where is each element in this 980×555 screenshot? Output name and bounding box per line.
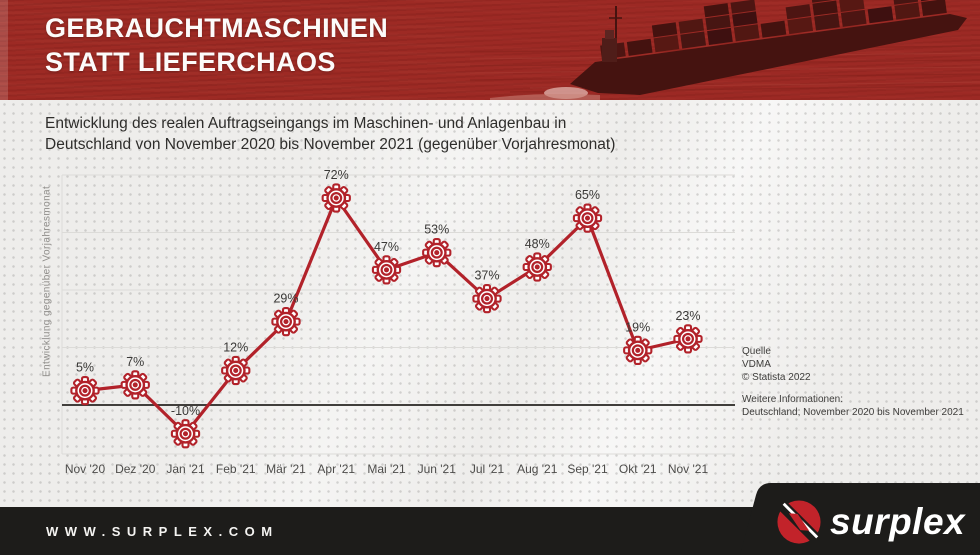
x-axis-label: Nov '20: [65, 462, 106, 476]
data-point-label: 29%: [273, 292, 298, 306]
data-point-label: 5%: [76, 361, 94, 375]
x-axis-label: Jul '21: [470, 462, 505, 476]
line-chart: 5% Nov '20 7% Dez '20 -10% Jan '21 12% Feb '21 2…: [61, 168, 735, 476]
container-ship-image: [470, 0, 980, 100]
source-name: VDMA: [742, 359, 771, 370]
gear-marker-icon: [321, 183, 351, 213]
data-point-label: 47%: [374, 240, 399, 254]
x-axis-label: Apr '21: [317, 462, 355, 476]
website-url: WWW.SURPLEX.COM: [46, 524, 279, 539]
chart-subtitle-line1: Entwicklung des realen Auftragseingangs …: [45, 115, 567, 132]
more-info-label: Weitere Informationen:: [742, 394, 843, 405]
page-title: GEBRAUCHTMASCHINEN STATT LIEFERCHAOS: [45, 11, 388, 79]
gear-marker-icon: [472, 283, 502, 314]
gear-marker-icon: [170, 419, 201, 449]
surplex-logo-icon: [777, 500, 821, 544]
header-banner: GEBRAUCHTMASCHINEN STATT LIEFERCHAOS: [0, 0, 980, 100]
page-title-line1: GEBRAUCHTMASCHINEN: [45, 13, 389, 43]
more-info-text: Deutschland; November 2020 bis November …: [742, 407, 964, 418]
gear-marker-icon: [221, 355, 251, 386]
gear-marker-icon: [120, 370, 150, 400]
page-title-line2: STATT LIEFERCHAOS: [45, 47, 336, 77]
x-axis-label: Feb '21: [216, 462, 256, 476]
gear-marker-icon: [271, 306, 301, 337]
gear-marker-icon: [70, 375, 100, 406]
source-note: Quelle VDMA © Statista 2022 Weitere Info…: [742, 345, 977, 419]
x-axis-label: Sep '21: [567, 462, 608, 476]
data-point-label: 53%: [424, 223, 449, 237]
gear-marker-icon: [673, 324, 703, 354]
x-axis-label: Jan '21: [166, 462, 205, 476]
x-axis-label: Dez '20: [115, 462, 156, 476]
data-point-label: -10%: [171, 404, 200, 418]
data-point-label: 19%: [625, 320, 650, 334]
data-point-label: 48%: [525, 237, 550, 251]
source-label: Quelle: [742, 346, 771, 357]
data-point-label: 23%: [675, 309, 700, 323]
data-point-label: 37%: [474, 269, 499, 283]
gear-marker-icon: [422, 237, 452, 268]
x-axis-label: Jun '21: [418, 462, 457, 476]
gear-marker-icon: [572, 203, 603, 233]
brand-name: surplex: [830, 501, 966, 542]
x-axis-label: Okt '21: [619, 462, 657, 476]
data-line: [83, 196, 690, 436]
source-copyright: © Statista 2022: [742, 372, 811, 383]
chart-subtitle-line2: Deutschland von November 2020 bis Novemb…: [45, 136, 616, 153]
data-point-label: 12%: [223, 341, 248, 355]
x-axis-label: Aug '21: [517, 462, 558, 476]
x-axis-label: Mär '21: [266, 462, 306, 476]
x-axis-label: Mai '21: [367, 462, 406, 476]
gear-marker-icon: [522, 252, 552, 282]
gear-marker-icon: [623, 335, 653, 366]
x-axis-label: Nov '21: [668, 462, 709, 476]
gear-marker-icon: [371, 255, 402, 285]
data-point-label: 7%: [126, 355, 144, 369]
data-point-label: 65%: [575, 188, 600, 202]
chart-subtitle: Entwicklung des realen Auftragseingangs …: [45, 113, 615, 155]
data-point-label: 72%: [324, 168, 349, 182]
